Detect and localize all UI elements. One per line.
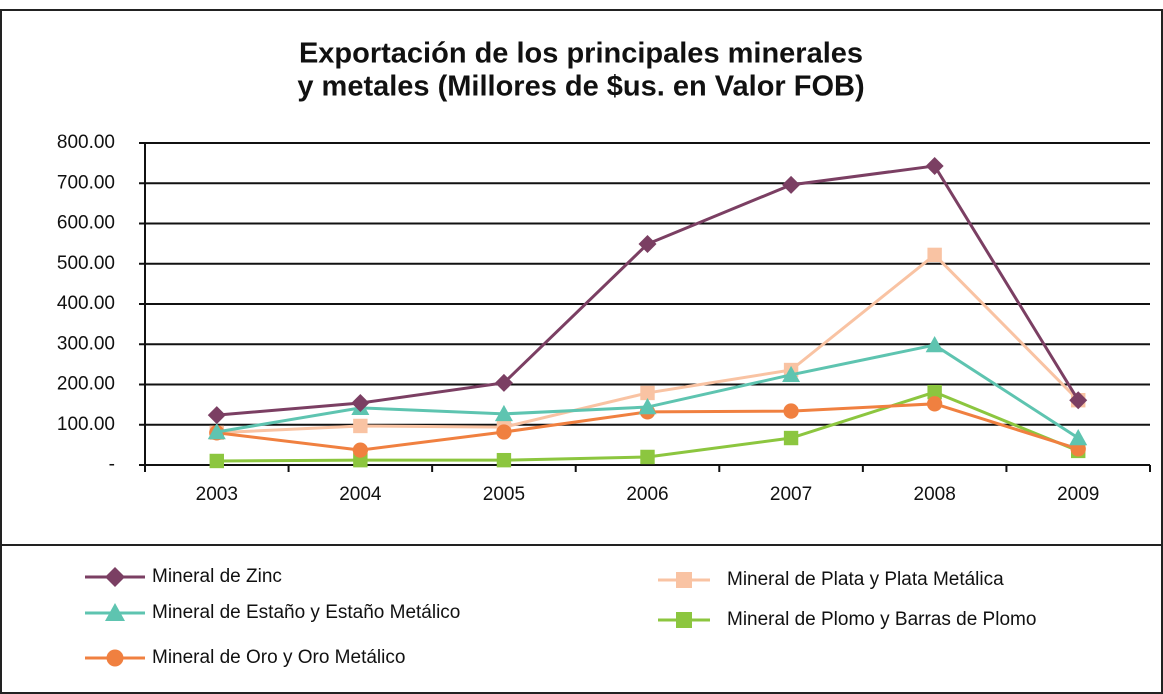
x-tick-label: 2006 (626, 484, 668, 505)
marker (1069, 429, 1088, 446)
y-tick-label: 300.00 (57, 333, 115, 354)
y-tick-label: 600.00 (57, 213, 115, 234)
legend-label: Mineral de Oro y Oro Metálico (152, 647, 405, 668)
x-tick-label: 2009 (1057, 484, 1099, 505)
marker (352, 442, 369, 458)
marker (638, 235, 657, 254)
marker (494, 404, 513, 422)
marker (676, 572, 692, 588)
y-tick-label: 100.00 (57, 414, 115, 435)
y-tick-label: 400.00 (57, 293, 115, 314)
marker (925, 336, 944, 353)
y-tick-label: 800.00 (57, 132, 115, 153)
marker (782, 175, 801, 194)
marker (105, 567, 125, 587)
x-tick-label: 2008 (914, 484, 956, 505)
x-tick-label: 2005 (483, 484, 525, 505)
marker (640, 385, 655, 401)
y-tick-label: 200.00 (57, 374, 115, 395)
marker (351, 394, 370, 413)
x-tick-label: 2004 (339, 484, 382, 505)
legend-label: Mineral de Estaño y Estaño Metálico (152, 602, 460, 623)
marker (783, 430, 799, 446)
marker (207, 406, 226, 425)
marker (1069, 391, 1088, 410)
marker (927, 247, 942, 263)
marker (207, 422, 226, 440)
marker (926, 396, 943, 412)
x-tick-label: 2003 (196, 484, 238, 505)
marker (496, 424, 512, 440)
chart-frame (0, 9, 1163, 694)
marker (927, 384, 942, 400)
marker (925, 156, 944, 175)
marker (496, 452, 512, 468)
chart-title: y metales (Millores de $us. en Valor FOB… (297, 71, 864, 103)
legend-label: Mineral de Plata y Plata Metálica (727, 569, 1004, 590)
marker (494, 373, 513, 392)
marker (640, 449, 655, 465)
marker (783, 403, 799, 419)
chart-title: Exportación de los principales minerales (299, 38, 863, 70)
legend-label: Mineral de Zinc (152, 566, 282, 587)
legend-label: Mineral de Plomo y Barras de Plomo (727, 609, 1036, 630)
marker (782, 365, 801, 383)
marker (676, 612, 692, 628)
marker (638, 398, 657, 415)
marker (209, 453, 224, 469)
x-tick-label: 2007 (770, 484, 812, 505)
y-tick-label: 500.00 (57, 253, 115, 274)
y-tick-label: - (109, 454, 115, 475)
marker (105, 603, 125, 621)
marker (353, 418, 368, 434)
marker (106, 649, 124, 667)
y-tick-label: 700.00 (57, 172, 115, 193)
